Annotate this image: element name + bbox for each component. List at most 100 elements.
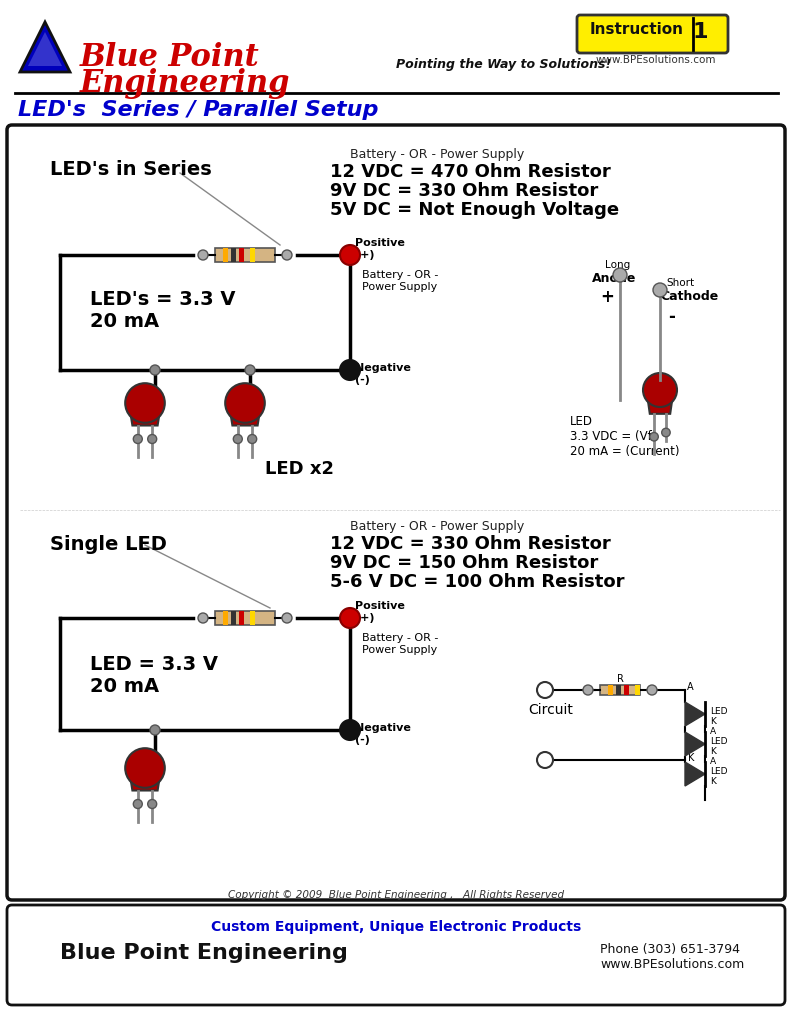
FancyBboxPatch shape (215, 248, 275, 262)
Circle shape (613, 268, 627, 282)
Text: 12 VDC = 330 Ohm Resistor: 12 VDC = 330 Ohm Resistor (330, 535, 611, 553)
Text: Positive
(+): Positive (+) (355, 601, 405, 623)
Polygon shape (646, 390, 673, 414)
Bar (231, 248, 236, 262)
Bar (608, 685, 613, 695)
Text: A: A (687, 682, 694, 692)
Polygon shape (685, 732, 705, 756)
Text: K: K (688, 753, 695, 763)
Bar (239, 248, 244, 262)
Polygon shape (20, 22, 70, 72)
Text: LED: LED (710, 737, 727, 746)
Polygon shape (128, 768, 161, 791)
Text: Copyright © 2009  Blue Point Engineering ,   All Rights Reserved: Copyright © 2009 Blue Point Engineering … (228, 890, 564, 900)
Text: Anode: Anode (592, 272, 636, 285)
Circle shape (150, 365, 160, 375)
Text: Blue Point: Blue Point (80, 42, 260, 73)
Text: LED = 3.3 V
20 mA: LED = 3.3 V 20 mA (90, 655, 218, 696)
FancyBboxPatch shape (7, 125, 785, 900)
FancyBboxPatch shape (577, 15, 728, 53)
Text: 5V DC = Not Enough Voltage: 5V DC = Not Enough Voltage (330, 201, 619, 219)
Text: K: K (710, 746, 716, 756)
Text: Battery - OR -
Power Supply: Battery - OR - Power Supply (362, 270, 439, 292)
Circle shape (661, 428, 670, 437)
Text: Pointing the Way to Solutions!: Pointing the Way to Solutions! (396, 58, 611, 71)
Text: Instruction: Instruction (590, 22, 684, 37)
Polygon shape (28, 32, 62, 66)
Text: Circuit: Circuit (528, 703, 573, 717)
Text: LED
3.3 VDC = (Vf)
20 mA = (Current): LED 3.3 VDC = (Vf) 20 mA = (Current) (570, 415, 680, 458)
Text: Positive
(+): Positive (+) (355, 238, 405, 260)
Circle shape (133, 434, 142, 443)
Polygon shape (229, 403, 261, 426)
Circle shape (647, 685, 657, 695)
Text: Phone (303) 651-3794
www.BPEsolutions.com: Phone (303) 651-3794 www.BPEsolutions.co… (600, 943, 745, 971)
Circle shape (125, 383, 165, 423)
Text: LED's  Series / Parallel Setup: LED's Series / Parallel Setup (18, 100, 378, 120)
Bar (616, 685, 621, 695)
Text: Battery - OR -
Power Supply: Battery - OR - Power Supply (362, 633, 439, 654)
Circle shape (643, 373, 677, 407)
FancyBboxPatch shape (215, 611, 275, 625)
Circle shape (340, 608, 360, 628)
Polygon shape (128, 403, 161, 426)
Text: Engineering: Engineering (80, 68, 290, 99)
Circle shape (147, 434, 157, 443)
Circle shape (653, 283, 667, 297)
FancyBboxPatch shape (7, 905, 785, 1005)
Text: A: A (710, 727, 716, 736)
Circle shape (133, 800, 142, 809)
Text: LED's in Series: LED's in Series (50, 160, 212, 179)
Text: LED: LED (710, 767, 727, 776)
Circle shape (225, 383, 265, 423)
Text: Battery - OR - Power Supply: Battery - OR - Power Supply (350, 520, 524, 534)
Circle shape (147, 800, 157, 809)
Text: -: - (668, 308, 675, 326)
Circle shape (340, 720, 360, 740)
Circle shape (150, 725, 160, 735)
Text: LED: LED (710, 707, 727, 716)
Circle shape (282, 250, 292, 260)
Text: LED x2: LED x2 (265, 460, 334, 478)
Text: 9V DC = 330 Ohm Resistor: 9V DC = 330 Ohm Resistor (330, 182, 598, 200)
Text: Custom Equipment, Unique Electronic Products: Custom Equipment, Unique Electronic Prod… (211, 920, 581, 934)
Text: Single LED: Single LED (50, 535, 167, 554)
Bar (624, 685, 629, 695)
Text: 9V DC = 150 Ohm Resistor: 9V DC = 150 Ohm Resistor (330, 554, 598, 572)
Circle shape (340, 245, 360, 265)
Bar (239, 611, 244, 625)
Bar (231, 611, 236, 625)
Text: Battery - OR - Power Supply: Battery - OR - Power Supply (350, 148, 524, 161)
Circle shape (198, 250, 208, 260)
Polygon shape (685, 702, 705, 726)
Text: K: K (710, 777, 716, 786)
Circle shape (537, 752, 553, 768)
Circle shape (125, 749, 165, 787)
Circle shape (198, 613, 208, 623)
Circle shape (340, 360, 360, 380)
Text: Long: Long (605, 260, 630, 270)
Bar (250, 248, 255, 262)
Text: K: K (710, 717, 716, 726)
Text: www.BPEsolutions.com: www.BPEsolutions.com (596, 55, 717, 65)
Circle shape (245, 365, 255, 375)
Polygon shape (685, 762, 705, 786)
Circle shape (247, 434, 257, 443)
Bar (635, 685, 640, 695)
Text: 12 VDC = 470 Ohm Resistor: 12 VDC = 470 Ohm Resistor (330, 163, 611, 181)
Bar (250, 611, 255, 625)
Circle shape (233, 434, 243, 443)
Text: 1: 1 (692, 22, 707, 42)
FancyBboxPatch shape (600, 685, 640, 695)
Circle shape (583, 685, 593, 695)
Text: Blue Point Engineering: Blue Point Engineering (60, 943, 348, 963)
Circle shape (282, 613, 292, 623)
Circle shape (649, 432, 658, 441)
Text: Negative
(-): Negative (-) (355, 723, 411, 744)
Bar (223, 611, 228, 625)
Text: Cathode: Cathode (660, 290, 718, 303)
Text: A: A (710, 757, 716, 766)
Text: Short: Short (666, 278, 694, 288)
Text: LED's = 3.3 V
20 mA: LED's = 3.3 V 20 mA (90, 290, 236, 331)
Text: +: + (600, 288, 614, 306)
